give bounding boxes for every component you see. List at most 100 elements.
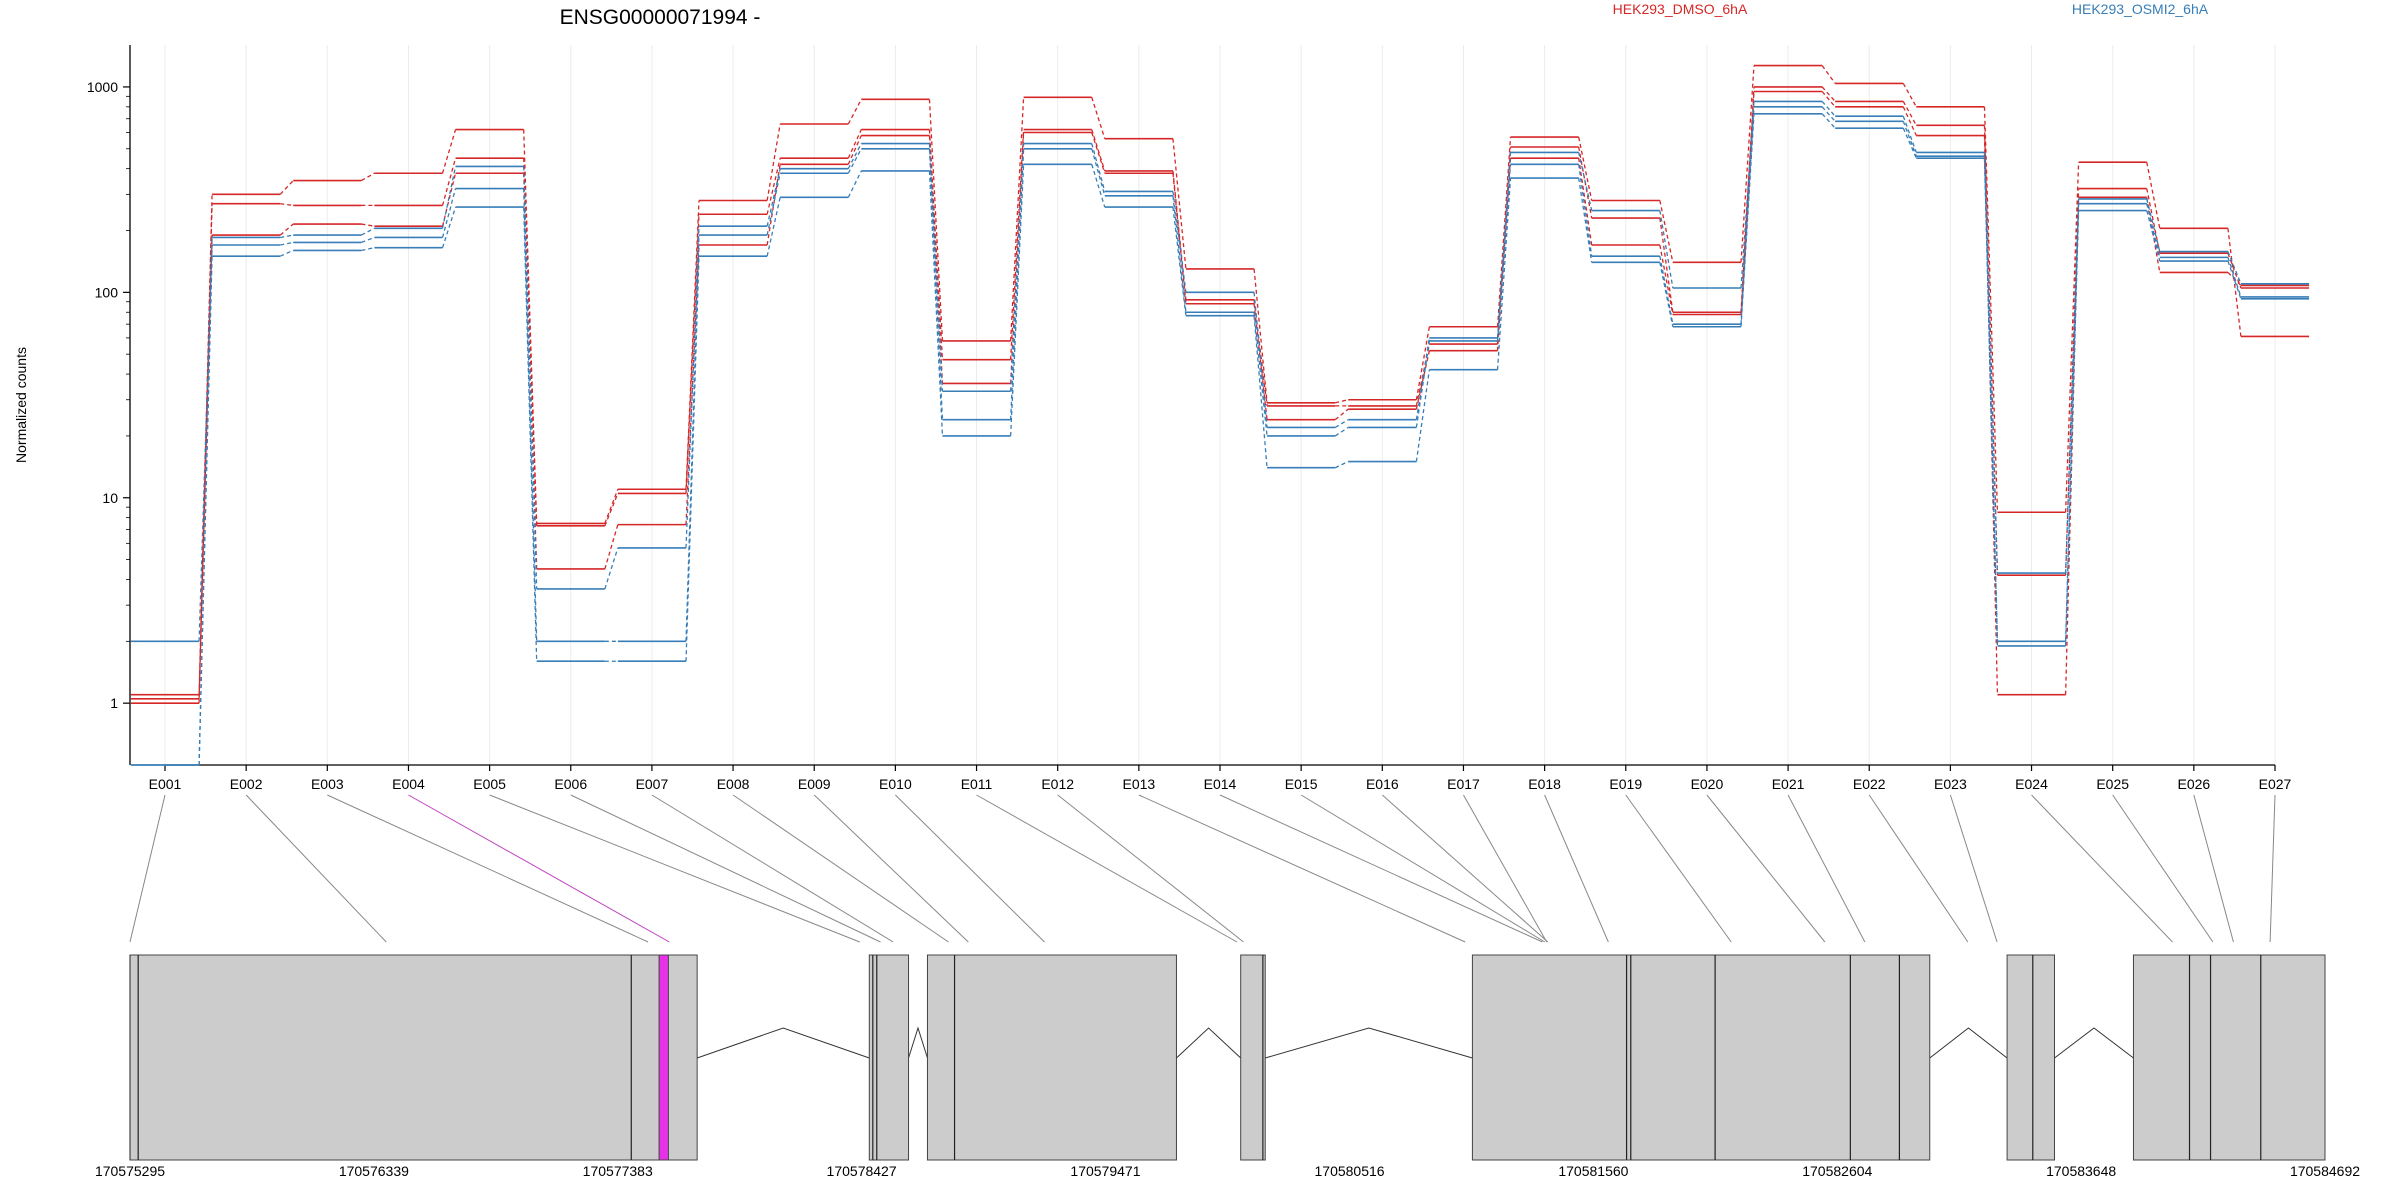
series-connector — [1253, 268, 1268, 403]
series-connector — [1172, 138, 1187, 269]
x-tick-label: E018 — [1528, 776, 1561, 792]
series-connector — [441, 173, 457, 227]
series-connector — [2064, 210, 2080, 646]
series-connector — [1334, 408, 1349, 421]
series-connector — [847, 129, 862, 159]
series-connector — [1659, 210, 1674, 289]
exon-link-line — [1544, 794, 1609, 943]
x-tick-label: E009 — [798, 776, 831, 792]
x-tick-label: E016 — [1366, 776, 1399, 792]
series-connector — [198, 256, 213, 766]
series-connector — [766, 173, 781, 236]
series-line — [130, 112, 2310, 766]
series-connector — [1009, 143, 1025, 392]
series-connector — [2064, 162, 2080, 513]
x-tick-label: E005 — [473, 776, 506, 792]
series-connector — [1578, 152, 1593, 211]
series-connector — [847, 99, 862, 125]
series-connector — [361, 223, 375, 227]
exon-block — [1471, 954, 1931, 1161]
series-connector — [1009, 148, 1025, 420]
series-connector — [1253, 312, 1268, 436]
x-tick-label: E017 — [1447, 776, 1480, 792]
series-connector — [1821, 113, 1836, 129]
chart-title: ENSG00000071994 - — [560, 6, 761, 29]
y-tick-label: 1000 — [87, 79, 118, 95]
coordinate-label: 170583648 — [2046, 1163, 2116, 1179]
exon-block — [129, 954, 698, 1161]
coordinate-label: 170579471 — [1070, 1163, 1140, 1179]
series-connector — [361, 227, 375, 236]
series-connector — [2227, 253, 2242, 289]
intron-line — [908, 1026, 928, 1059]
series-connector — [1496, 164, 1512, 341]
series-connector — [604, 524, 619, 570]
exon-link-line — [1381, 794, 1549, 943]
exon-link-line — [1787, 794, 1866, 943]
legend-entry: HEK293_OSMI2_6hA — [2072, 1, 2209, 17]
series-connector — [280, 241, 294, 246]
x-tick-label: E010 — [879, 776, 912, 792]
series-connector — [1496, 137, 1512, 327]
series-connector — [361, 247, 375, 252]
series-connector — [1821, 106, 1836, 122]
series-connector — [2064, 188, 2080, 576]
exon-link-line — [489, 794, 860, 943]
series-connector — [685, 244, 700, 525]
series-connector — [685, 226, 700, 548]
series-connector — [1740, 113, 1755, 327]
x-tick-label: E012 — [1041, 776, 1074, 792]
series-connector — [1415, 340, 1431, 428]
series-connector — [441, 157, 457, 206]
series-connector — [1091, 129, 1106, 172]
x-tick-label: E013 — [1122, 776, 1155, 792]
exon-link-line — [1219, 794, 1543, 943]
series-connector — [1983, 158, 1999, 646]
exon-link-line — [327, 794, 649, 943]
series-connector — [766, 168, 781, 227]
y-tick-label: 10 — [102, 490, 118, 506]
series-connector — [523, 207, 538, 662]
y-tick-label: 1 — [110, 695, 118, 711]
series-connector — [1740, 91, 1755, 315]
series-connector — [928, 148, 944, 420]
exon-link-line — [408, 794, 670, 943]
series-connector — [1821, 86, 1836, 102]
series-connector — [1334, 426, 1349, 437]
exon-link-line — [245, 794, 387, 943]
series-connector — [441, 188, 457, 238]
x-tick-label: E024 — [2015, 776, 2048, 792]
exon-block — [1240, 954, 1266, 1161]
series-connector — [1578, 164, 1593, 257]
x-tick-label: E020 — [1691, 776, 1724, 792]
series-connector — [847, 148, 862, 174]
exon-link-line — [1706, 794, 1826, 943]
series-connector — [1091, 148, 1106, 197]
x-tick-label: E022 — [1853, 776, 1886, 792]
series-connector — [279, 180, 294, 195]
x-tick-label: E021 — [1772, 776, 1805, 792]
x-tick-label: E003 — [311, 776, 344, 792]
series-connector — [1659, 217, 1674, 313]
intron-line — [696, 1027, 870, 1059]
legend-entry: HEK293_DMSO_6hA — [1613, 1, 1748, 17]
exon-link-line — [129, 794, 166, 943]
x-tick-label: E002 — [230, 776, 263, 792]
y-axis-label: Normalized counts — [13, 347, 29, 463]
series-connector — [1253, 315, 1268, 468]
x-tick-label: E019 — [1609, 776, 1642, 792]
x-tick-label: E027 — [2259, 776, 2292, 792]
exon-link-line — [1625, 794, 1732, 943]
series-connector — [604, 489, 619, 524]
exon-link-line — [1949, 794, 1998, 943]
exon-link-line — [2269, 794, 2276, 943]
series-connector — [766, 158, 781, 215]
series-connector — [1659, 262, 1674, 327]
exon-link-line — [651, 794, 894, 943]
series-connector — [441, 129, 457, 174]
highlighted-exon — [658, 954, 669, 1161]
series-connector — [1335, 399, 1349, 404]
series-connector — [1009, 129, 1025, 360]
series-connector — [1009, 97, 1025, 341]
